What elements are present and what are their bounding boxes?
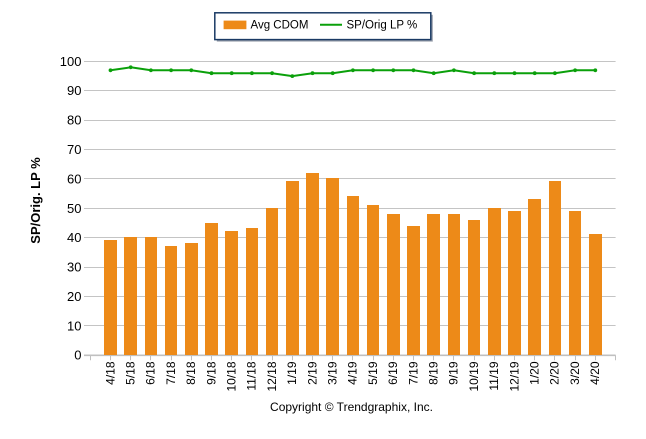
svg-text:6/18: 6/18 (144, 361, 158, 385)
svg-text:70: 70 (67, 142, 81, 157)
svg-text:6/19: 6/19 (386, 361, 400, 385)
svg-text:7/18: 7/18 (164, 361, 178, 385)
svg-text:2/19: 2/19 (305, 361, 319, 385)
svg-text:90: 90 (67, 83, 81, 98)
svg-text:11/18: 11/18 (245, 361, 259, 390)
svg-text:4/18: 4/18 (103, 361, 117, 385)
svg-text:3/20: 3/20 (568, 361, 582, 385)
svg-text:Avg CDOM: Avg CDOM (251, 19, 309, 31)
svg-text:10/19: 10/19 (467, 361, 481, 391)
svg-text:10/18: 10/18 (225, 361, 239, 391)
svg-text:11/19: 11/19 (487, 361, 501, 390)
svg-text:1/19: 1/19 (285, 361, 299, 385)
svg-text:Copyright © Trendgraphix, Inc.: Copyright © Trendgraphix, Inc. (270, 400, 433, 414)
svg-text:10: 10 (67, 318, 81, 333)
svg-text:20: 20 (67, 289, 81, 304)
svg-text:2/20: 2/20 (548, 361, 562, 385)
svg-text:8/19: 8/19 (427, 361, 441, 385)
svg-text:7/19: 7/19 (406, 361, 420, 385)
svg-text:12/18: 12/18 (265, 361, 279, 391)
svg-text:50: 50 (67, 201, 81, 216)
svg-text:30: 30 (67, 260, 81, 275)
svg-text:0: 0 (74, 348, 81, 363)
svg-text:5/19: 5/19 (366, 361, 380, 385)
svg-text:4/20: 4/20 (588, 361, 602, 385)
svg-text:4/19: 4/19 (346, 361, 360, 385)
svg-text:3/19: 3/19 (326, 361, 340, 385)
svg-text:9/19: 9/19 (447, 361, 461, 385)
svg-text:12/19: 12/19 (507, 361, 521, 391)
svg-text:40: 40 (67, 230, 81, 245)
svg-text:5/18: 5/18 (124, 361, 138, 385)
svg-text:60: 60 (67, 171, 81, 186)
svg-text:9/18: 9/18 (204, 361, 218, 385)
svg-text:1/20: 1/20 (528, 361, 542, 385)
svg-text:8/18: 8/18 (184, 361, 198, 385)
svg-text:SP/Orig. LP %: SP/Orig. LP % (28, 157, 43, 244)
svg-text:SP/Orig LP %: SP/Orig LP % (347, 19, 418, 31)
svg-text:80: 80 (67, 113, 81, 128)
svg-text:100: 100 (60, 54, 82, 69)
